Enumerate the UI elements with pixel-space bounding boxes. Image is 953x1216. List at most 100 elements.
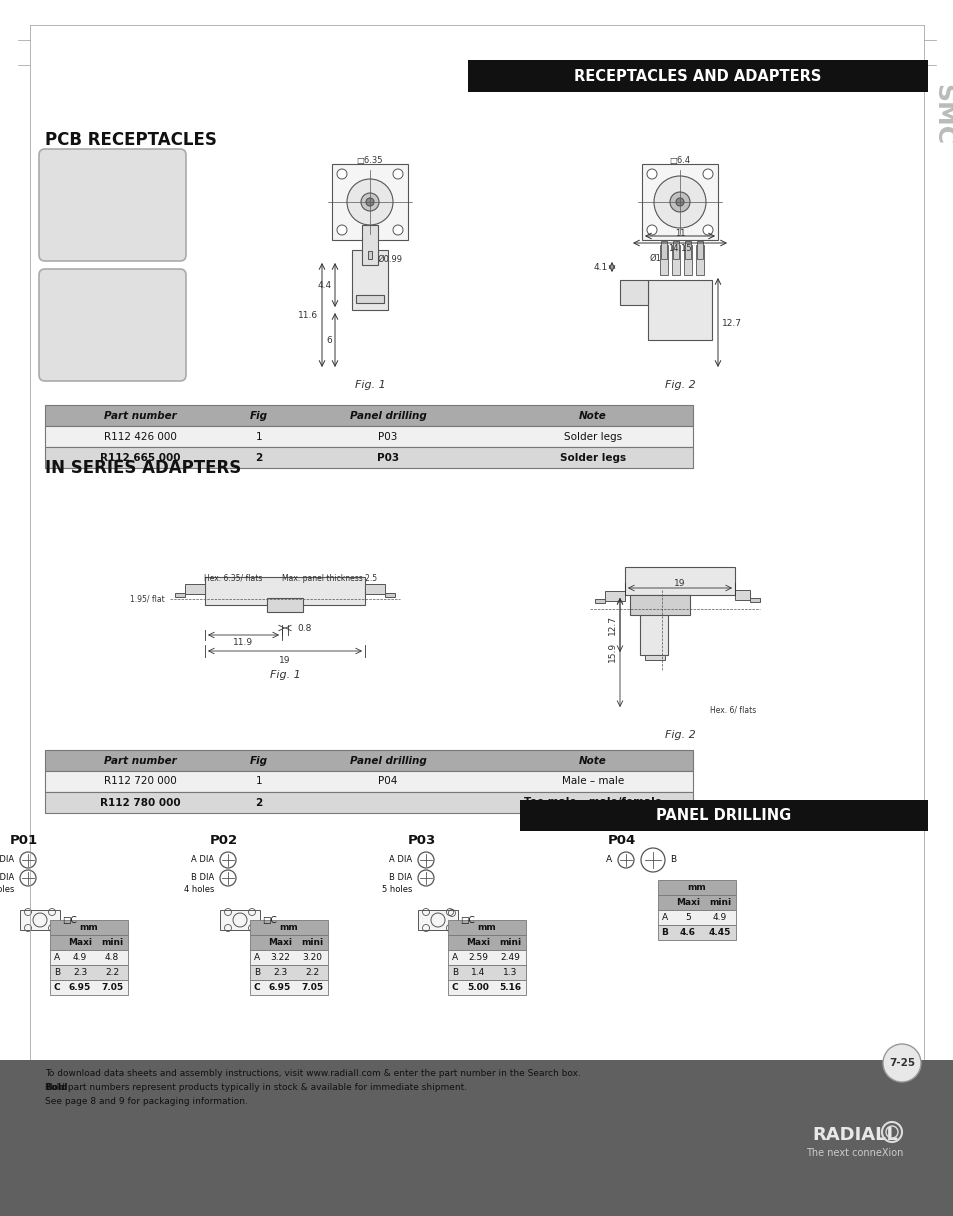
Bar [647,280,711,340]
Text: mini: mini [708,897,730,907]
Text: R112 426 000: R112 426 000 [104,432,176,441]
Bar [448,950,525,966]
Circle shape [393,225,402,235]
Bar [20,910,60,930]
Text: P03: P03 [408,833,436,846]
Bar [448,935,525,950]
Text: A: A [452,953,457,962]
Circle shape [336,225,347,235]
Text: R112 780 000: R112 780 000 [99,798,180,807]
Text: Fig: Fig [250,411,268,421]
Circle shape [646,225,657,235]
Text: □6.4: □6.4 [669,156,690,165]
Bar [734,590,749,599]
Text: 2.3: 2.3 [273,968,287,976]
Text: 11.9: 11.9 [233,637,253,647]
Circle shape [646,169,657,179]
Text: P01: P01 [10,833,38,846]
Text: P04: P04 [378,777,397,787]
Text: RECEPTACLES AND ADAPTERS: RECEPTACLES AND ADAPTERS [574,68,821,84]
Text: 5: 5 [684,913,690,922]
Text: R112 720 000: R112 720 000 [104,777,176,787]
Text: 11: 11 [674,229,684,237]
Bar [448,921,525,935]
Bar [684,241,690,259]
Circle shape [360,193,378,212]
Circle shape [336,169,347,179]
Text: 6.95: 6.95 [69,983,91,992]
Text: 12.7: 12.7 [721,319,741,327]
Bar [332,164,408,240]
Text: 4.9: 4.9 [72,953,87,962]
Text: B: B [669,856,676,865]
Bar [604,591,624,601]
Text: 5 holes: 5 holes [381,885,412,895]
Bar [658,880,735,895]
Text: 7-25: 7-25 [888,1058,914,1068]
Text: PCB RECEPTACLES: PCB RECEPTACLES [45,131,216,150]
Text: A: A [661,913,667,922]
Text: Maxi: Maxi [465,938,490,947]
Circle shape [702,225,712,235]
Text: A: A [605,856,612,865]
Text: B DIA: B DIA [388,873,412,883]
Bar [50,966,128,980]
Text: See page 8 and 9 for packaging information.: See page 8 and 9 for packaging informati… [45,1097,248,1105]
Text: Fig. 2: Fig. 2 [664,381,695,390]
Circle shape [702,169,712,179]
Text: 4.8: 4.8 [105,953,119,962]
Bar [50,921,128,935]
Text: Note: Note [578,411,606,421]
Bar [220,910,260,930]
Bar [385,593,395,597]
Text: B: B [54,968,60,976]
Bar [50,935,128,950]
Text: IN SERIES ADAPTERS: IN SERIES ADAPTERS [45,458,241,477]
Text: B DIA: B DIA [191,873,213,883]
Text: 15.9: 15.9 [607,642,617,662]
Bar [658,910,735,925]
Circle shape [882,1045,920,1082]
Text: P02: P02 [210,833,238,846]
Text: 6: 6 [326,336,332,344]
Text: Max. panel thickness 2.5: Max. panel thickness 2.5 [282,574,377,582]
Circle shape [676,198,683,206]
Text: mini: mini [498,938,520,947]
Bar [659,244,667,275]
Text: 5.00: 5.00 [467,983,489,992]
Text: B: B [452,968,457,976]
Bar [185,584,205,593]
Text: 3.22: 3.22 [270,953,290,962]
Bar [250,935,328,950]
Text: 1.4: 1.4 [471,968,485,976]
Bar [45,792,692,814]
Text: 4.4: 4.4 [317,281,332,289]
Text: P04: P04 [607,833,636,846]
Text: Note: Note [578,755,606,766]
Bar [671,244,679,275]
Text: A DIA: A DIA [0,856,14,865]
Text: B: B [253,968,260,976]
FancyBboxPatch shape [39,269,186,381]
Bar [672,241,679,259]
Text: □C: □C [459,916,475,924]
Text: Maxi: Maxi [68,938,91,947]
Text: A DIA: A DIA [191,856,213,865]
Bar [697,241,702,259]
Text: Ø0.99: Ø0.99 [377,254,402,264]
Bar [658,925,735,940]
Bar [417,910,457,930]
Text: Solder legs: Solder legs [559,452,625,462]
Bar [361,225,377,265]
Text: 14.15: 14.15 [667,243,691,253]
Text: 4.45: 4.45 [708,928,730,938]
Text: To download data sheets and assembly instructions, visit www.radiall.com & enter: To download data sheets and assembly ins… [45,1069,580,1077]
Text: Hex. 6.35/ flats: Hex. 6.35/ flats [204,574,262,582]
Text: Maxi: Maxi [268,938,292,947]
Text: 3.20: 3.20 [302,953,322,962]
Text: 4 holes: 4 holes [0,885,14,895]
Bar [45,426,692,447]
Bar [749,598,760,602]
Text: 4 holes: 4 holes [183,885,213,895]
Text: 2: 2 [255,798,262,807]
